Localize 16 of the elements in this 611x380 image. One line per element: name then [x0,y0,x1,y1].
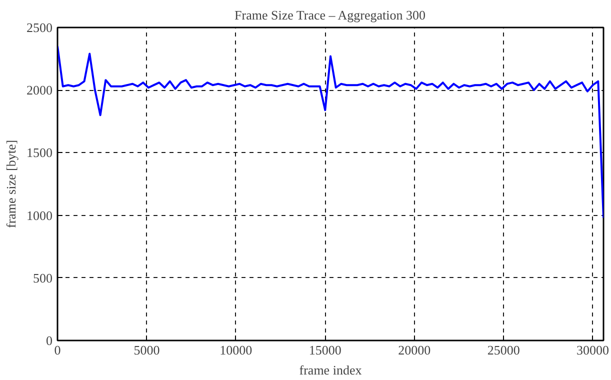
x-tick-label: 25000 [487,342,520,358]
x-tick-label: 20000 [398,342,431,358]
y-tick-label: 0 [46,333,52,348]
x-tick-label: 30000 [576,342,610,358]
y-tick-label: 2000 [26,82,52,98]
x-tick-label: 5000 [134,342,160,358]
y-tick-label: 1500 [26,145,52,160]
y-tick-label: 2500 [26,20,52,35]
line-series [58,45,604,219]
y-tick-label: 500 [33,270,52,286]
x-axis-title: frame index [299,362,362,378]
x-tick-label: 15000 [308,342,342,358]
y-tick-label: 1000 [26,208,52,223]
y-axis-title: frame size [byte] [4,140,18,228]
chart-title: Frame Size Trace – Aggregation 300 [234,8,426,22]
x-tick-label: 10000 [220,342,252,358]
